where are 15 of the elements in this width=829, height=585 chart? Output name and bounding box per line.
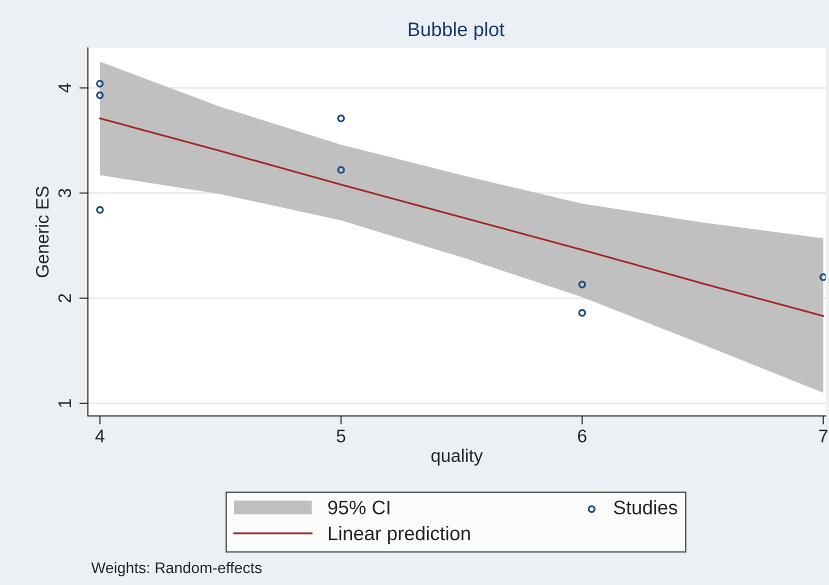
x-tick-label: 7 (819, 430, 828, 442)
y-tick-label: 3 (58, 188, 72, 198)
x-tick-label: 6 (578, 430, 586, 442)
x-axis-title: quality (431, 448, 483, 466)
y-axis-title: Generic ES (35, 186, 49, 278)
text: 95% CI (328, 500, 390, 514)
x-tick-label: 4 (95, 430, 104, 442)
y-tick-label: 1 (58, 399, 71, 407)
chart-title: Bubble plot (408, 22, 504, 40)
y-tick-label: 4 (58, 83, 71, 93)
legend-label: Linear prediction (328, 526, 470, 544)
text: Weights: Random-effects (91, 562, 262, 576)
x-tick-label: 5 (336, 430, 346, 442)
y-tick-label: 2 (58, 294, 71, 302)
legend-label: Studies (614, 500, 678, 514)
